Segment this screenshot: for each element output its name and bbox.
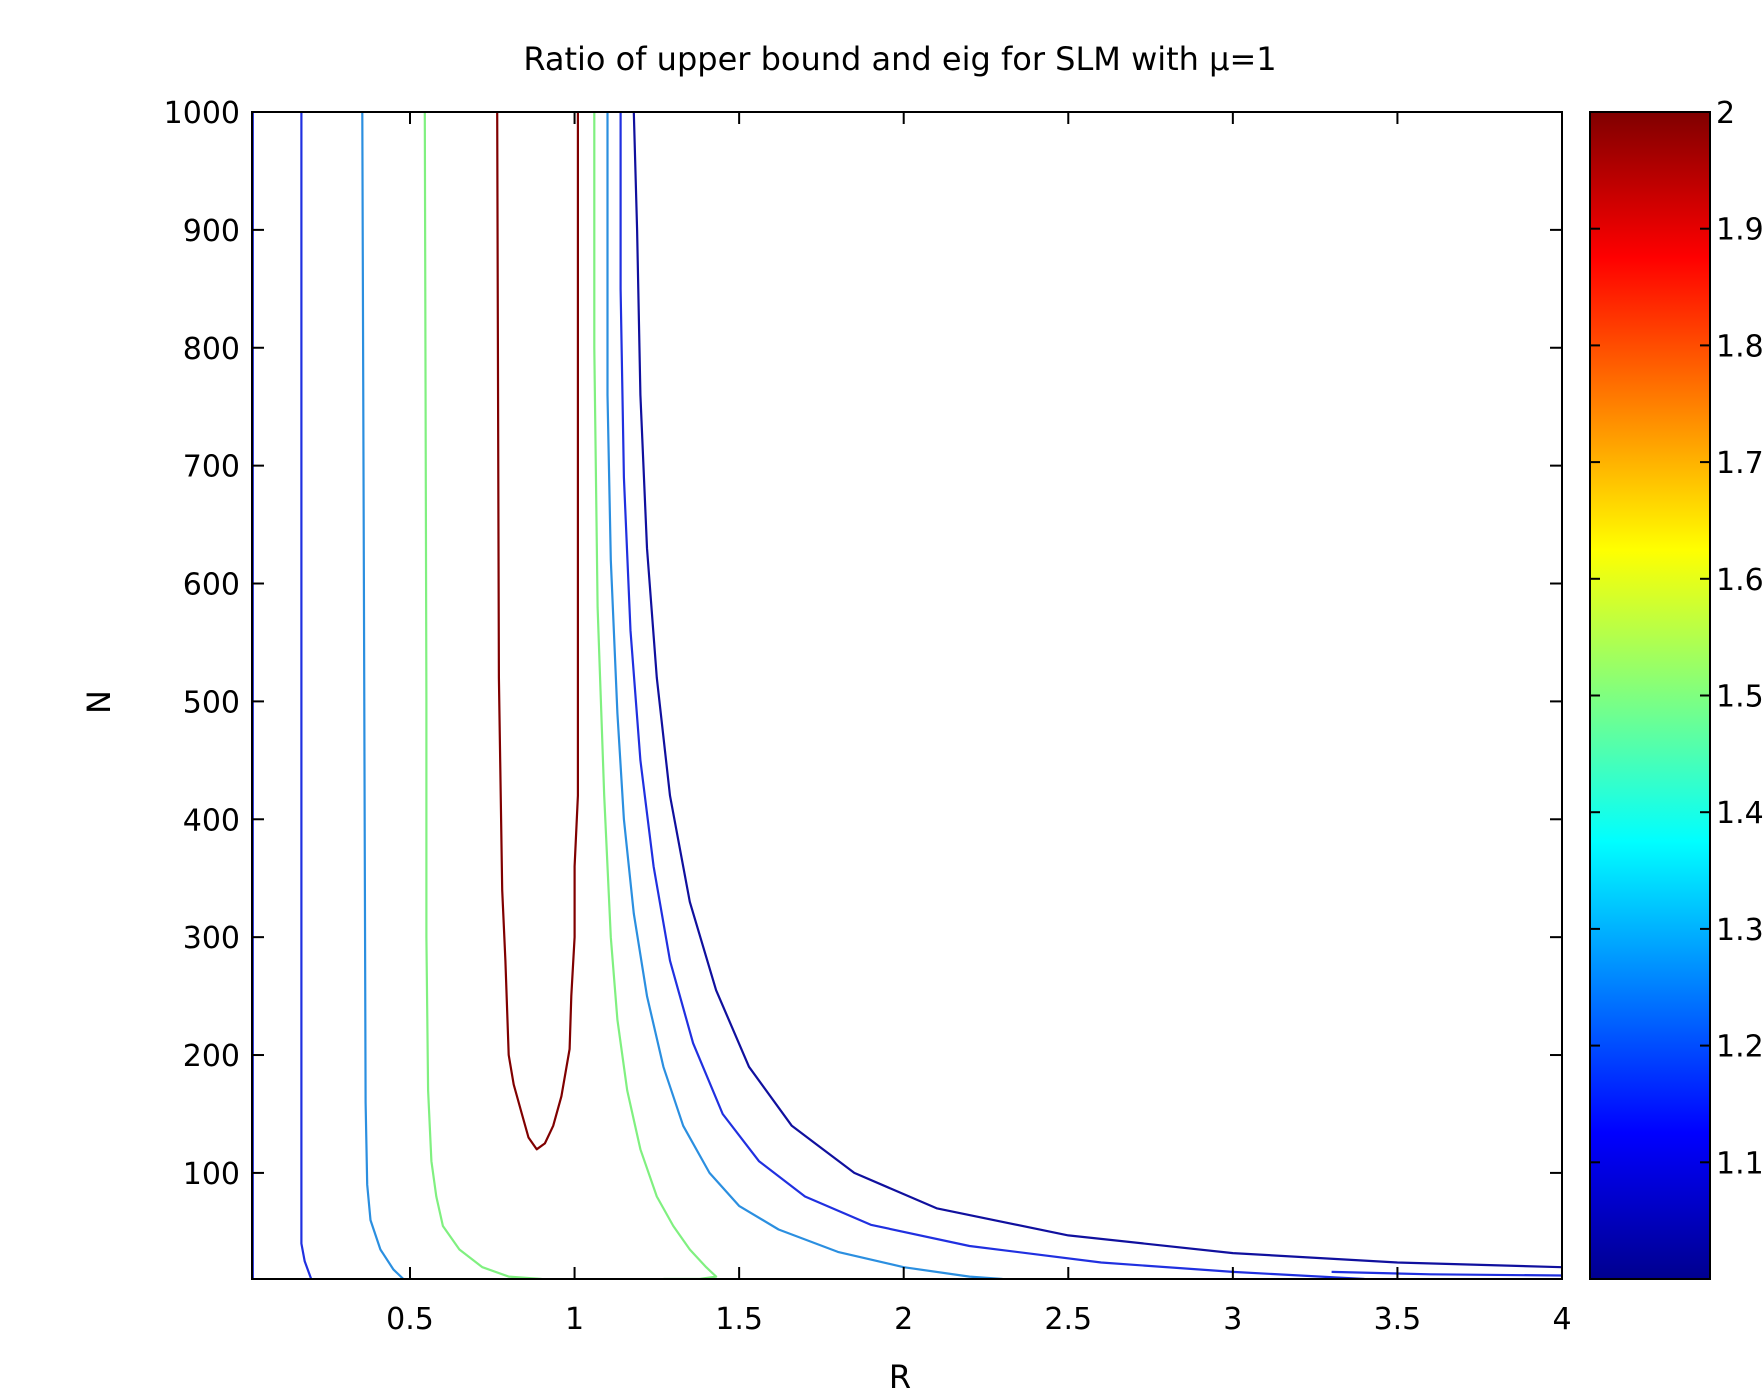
y-tick-label: 900 [183, 214, 240, 249]
contour-line-8 [619, 112, 1365, 1279]
colorbar-gradient [1590, 112, 1710, 1279]
y-tick-label: 800 [183, 332, 240, 367]
x-tick-label: 3 [1223, 1302, 1242, 1337]
contour-line-5 [496, 112, 580, 1151]
contour-line-3 [361, 112, 405, 1279]
colorbar-tick-label: 1.2 [1716, 1030, 1763, 1065]
x-tick-label: 4 [1552, 1302, 1571, 1337]
contour-line-9 [632, 112, 1562, 1269]
y-tick-label: 700 [183, 450, 240, 485]
contour-line-2 [300, 112, 313, 1279]
x-tick-label: 2.5 [1044, 1302, 1092, 1337]
x-tick-label: 3.5 [1374, 1302, 1422, 1337]
y-tick-label: 500 [183, 685, 240, 720]
y-axis-label: N [80, 690, 118, 714]
colorbar-tick-label: 1.4 [1716, 796, 1763, 831]
x-tick-label: 2 [894, 1302, 913, 1337]
contour-line-7 [606, 112, 1003, 1279]
colorbar-tick-label: 2 [1716, 96, 1735, 131]
colorbar: 1.1 1.2 1.3 1.4 1.5 1.6 1.7 1.8 1.9 2 [1589, 96, 1763, 1280]
contour-line-6 [593, 112, 718, 1279]
contour-line-4 [423, 112, 542, 1279]
y-tick-label: 1000 [164, 96, 240, 131]
y-axis-ticks: 100 200 300 400 500 600 700 800 900 1000 [164, 96, 1562, 1192]
plot-frame [251, 111, 1563, 1280]
colorbar-tick-label: 1.1 [1716, 1146, 1763, 1181]
y-tick-label: 400 [183, 803, 240, 838]
y-tick-label: 600 [183, 568, 240, 603]
colorbar-tick-label: 1.3 [1716, 913, 1763, 948]
contour-lines [252, 112, 1562, 1279]
y-tick-label: 200 [183, 1039, 240, 1074]
colorbar-tick-label: 1.8 [1716, 329, 1763, 364]
contour-line-10 [1331, 1270, 1562, 1277]
x-tick-label: 1 [565, 1302, 584, 1337]
colorbar-tick-label: 1.5 [1716, 680, 1763, 715]
colorbar-tick-label: 1.7 [1716, 446, 1763, 481]
colorbar-ticks: 1.1 1.2 1.3 1.4 1.5 1.6 1.7 1.8 1.9 2 [1590, 96, 1763, 1181]
x-tick-label: 0.5 [386, 1302, 434, 1337]
chart-title: Ratio of upper bound and eig for SLM wit… [523, 40, 1276, 78]
x-axis-label: R [889, 1358, 911, 1392]
x-tick-label: 1.5 [715, 1302, 763, 1337]
colorbar-tick-label: 1.6 [1716, 563, 1763, 598]
y-tick-label: 100 [183, 1157, 240, 1192]
x-axis-ticks: 0.5 1 1.5 2 2.5 3 3.5 4 [386, 112, 1572, 1337]
y-tick-label: 300 [183, 921, 240, 956]
colorbar-tick-label: 1.9 [1716, 213, 1763, 248]
